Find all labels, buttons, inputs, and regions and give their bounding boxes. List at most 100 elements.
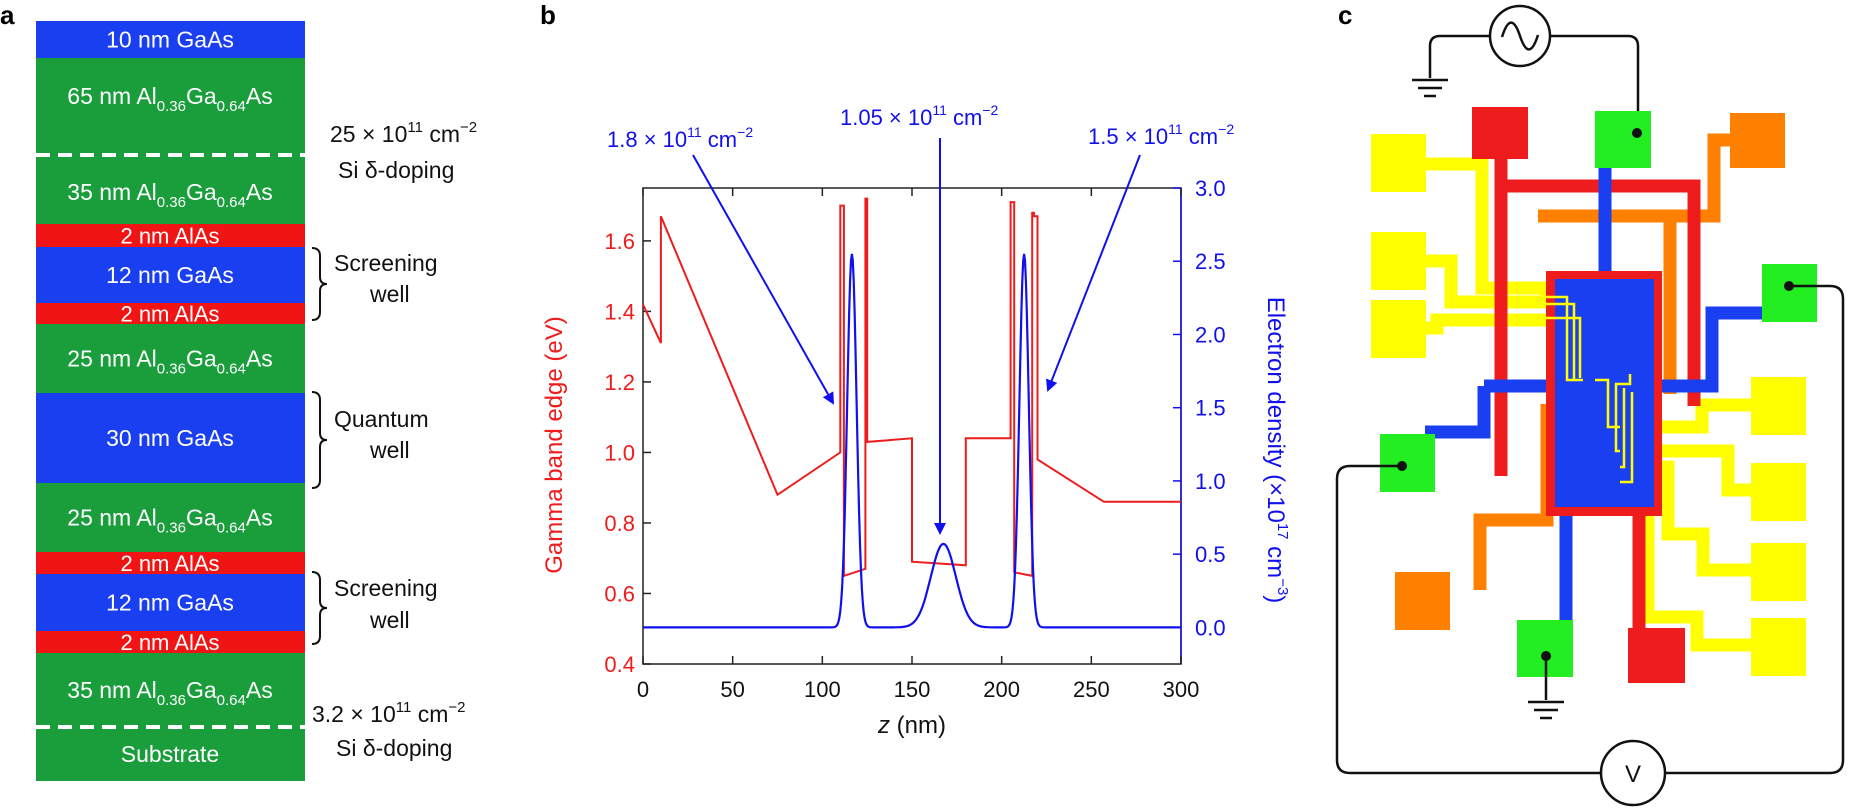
left-axis-ticks: 0.4 0.6 0.8 1.0 1.2 1.4 1.6 bbox=[604, 229, 651, 677]
doping-top-label: Si δ-doping bbox=[338, 157, 454, 183]
annotation-right-density: 1.5 × 1011 cm−2 bbox=[1088, 121, 1234, 149]
panel-label-b: b bbox=[540, 0, 556, 30]
screening-well-top-line1: Screening bbox=[334, 250, 438, 276]
layer-stack-panel: 10 nm GaAs 65 nm Al0.36Ga0.64As 35 nm Al0.… bbox=[36, 21, 477, 781]
y-left-tick-label: 0.4 bbox=[604, 652, 635, 677]
layer-label: 2 nm AlAs bbox=[120, 302, 219, 327]
orange-bond-pads bbox=[1395, 113, 1785, 630]
layer-label: 12 nm GaAs bbox=[106, 590, 234, 616]
quantum-well-line2: well bbox=[369, 437, 410, 463]
annotation-arrow-left bbox=[692, 154, 834, 405]
layer-algaas bbox=[36, 58, 305, 155]
y-left-tick-label: 1.0 bbox=[604, 440, 635, 465]
layer-label: 25 nm Al0.36Ga0.64As bbox=[67, 346, 272, 378]
contact-pad bbox=[1762, 264, 1817, 322]
layer-stack: 10 nm GaAs 65 nm Al0.36Ga0.64As 35 nm Al0.… bbox=[36, 21, 305, 781]
wire-source-left bbox=[1428, 34, 1490, 78]
y-left-tick-label: 1.4 bbox=[604, 299, 635, 324]
y-right-tick-label: 3.0 bbox=[1195, 176, 1226, 201]
x-tick-label: 300 bbox=[1163, 677, 1200, 702]
wire-left-contact bbox=[1335, 464, 1601, 775]
y-right-tick-label: 2.5 bbox=[1195, 249, 1226, 274]
y-left-tick-label: 0.6 bbox=[604, 581, 635, 606]
gate-fingers bbox=[1546, 295, 1634, 484]
layer-gaas bbox=[36, 21, 305, 58]
brace-quantum bbox=[311, 391, 328, 489]
y-right-tick-label: 2.0 bbox=[1195, 322, 1226, 347]
layer-alas bbox=[36, 303, 305, 324]
layer-label: Substrate bbox=[121, 741, 219, 767]
x-tick-label: 0 bbox=[637, 677, 649, 702]
voltmeter-label: V bbox=[1625, 761, 1641, 788]
plot-frame bbox=[642, 187, 1182, 665]
ac-source-sine bbox=[1500, 21, 1540, 51]
layer-gaas bbox=[36, 247, 305, 303]
doping-bottom-density: 3.2 × 1011 cm−2 bbox=[312, 699, 466, 727]
y-right-tick-label: 1.0 bbox=[1195, 469, 1226, 494]
layer-gaas bbox=[36, 574, 305, 631]
bond-pad bbox=[1751, 618, 1806, 676]
contact-pad bbox=[1380, 434, 1435, 492]
doping-bottom-label: Si δ-doping bbox=[336, 735, 452, 761]
ground-icon-top bbox=[1412, 78, 1448, 98]
panel-label-a: a bbox=[0, 0, 15, 30]
wire-source-right bbox=[1550, 34, 1640, 134]
electron-density-series bbox=[643, 253, 1181, 629]
layer-alas bbox=[36, 552, 305, 574]
brace-screening-bottom bbox=[311, 571, 328, 645]
mesa-body bbox=[1555, 279, 1654, 507]
screening-well-top-line2: well bbox=[369, 281, 410, 307]
layer-algaas bbox=[36, 155, 305, 224]
bond-pad bbox=[1371, 232, 1426, 290]
bond-pad bbox=[1751, 463, 1806, 521]
layer-label: 35 nm Al0.36Ga0.64As bbox=[67, 677, 272, 709]
brace-screening-top bbox=[311, 247, 328, 321]
x-tick-label: 200 bbox=[983, 677, 1020, 702]
layer-algaas bbox=[36, 653, 305, 727]
voltmeter-icon bbox=[1599, 739, 1667, 807]
doping-top-density: 25 × 1011 cm−2 bbox=[330, 119, 477, 147]
red-leads bbox=[1494, 140, 1701, 640]
band-chart-panel: 0 50 100 150 200 250 300 0.4 0.6 0.8 1.0 1.2 1.4 1.6… bbox=[541, 102, 1291, 739]
layer-label: 12 nm GaAs bbox=[106, 262, 234, 288]
layer-label: 10 nm GaAs bbox=[106, 27, 234, 53]
layer-label: 2 nm AlAs bbox=[120, 224, 219, 249]
annotation-center-density: 1.05 × 1011 cm−2 bbox=[840, 102, 999, 130]
layer-gaas bbox=[36, 393, 305, 483]
red-bond-pads bbox=[1472, 107, 1685, 683]
right-axis-ticks: 0.0 0.5 1.0 1.5 2.0 2.5 3.0 bbox=[1173, 176, 1226, 640]
bond-pad bbox=[1472, 107, 1528, 159]
layer-label: 65 nm Al0.36Ga0.64As bbox=[67, 83, 272, 115]
y-right-tick-label: 0.5 bbox=[1195, 542, 1226, 567]
bond-pad bbox=[1371, 134, 1426, 192]
y-right-tick-label: 0.0 bbox=[1195, 615, 1226, 640]
layer-label: 35 nm Al0.36Ga0.64As bbox=[67, 179, 272, 211]
y-right-tick-label: 1.5 bbox=[1195, 396, 1226, 421]
layer-algaas bbox=[36, 483, 305, 552]
x-tick-label: 150 bbox=[894, 677, 931, 702]
band-edge-series bbox=[642, 197, 1181, 578]
layer-label: 2 nm AlAs bbox=[120, 630, 219, 655]
bond-pad bbox=[1751, 543, 1806, 601]
panel-label-c: c bbox=[1338, 0, 1352, 30]
layer-alas bbox=[36, 631, 305, 653]
quantum-well-line1: Quantum bbox=[334, 406, 429, 432]
contact-pad bbox=[1595, 111, 1651, 168]
x-tick-label: 100 bbox=[804, 677, 841, 702]
screening-well-bottom-line2: well bbox=[369, 607, 410, 633]
screening-well-bottom-line1: Screening bbox=[334, 575, 438, 601]
layer-alas bbox=[36, 224, 305, 247]
bond-pad bbox=[1395, 572, 1450, 630]
x-axis-ticks: 0 50 100 150 200 250 300 bbox=[637, 188, 1199, 702]
bond-pad bbox=[1730, 113, 1785, 168]
yellow-bond-pads bbox=[1371, 134, 1806, 676]
layer-label: 30 nm GaAs bbox=[106, 425, 234, 451]
green-contact-pads bbox=[1380, 111, 1817, 677]
y-axis-left-label: Gamma band edge (eV) bbox=[541, 316, 568, 573]
wire-right-contact bbox=[1665, 284, 1845, 775]
y-left-tick-label: 1.2 bbox=[604, 370, 635, 395]
annotation-left-density: 1.8 × 1011 cm−2 bbox=[607, 124, 753, 152]
bond-pad bbox=[1628, 628, 1685, 683]
y-left-tick-label: 1.6 bbox=[604, 229, 635, 254]
